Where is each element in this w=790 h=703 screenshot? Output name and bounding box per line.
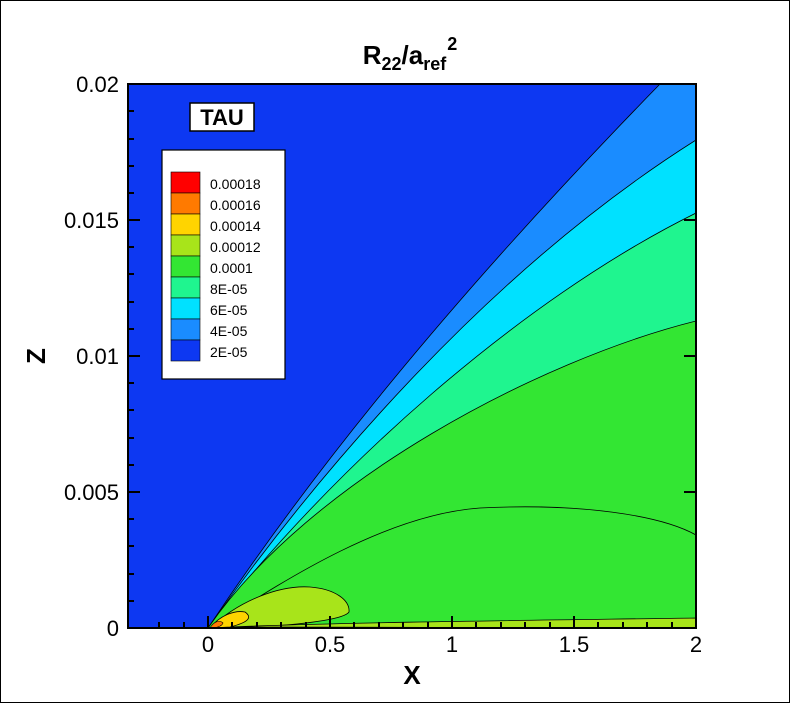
y-axis-label: Z bbox=[21, 348, 51, 364]
x-tick-labels: 0 0.5 1 1.5 2 bbox=[202, 632, 702, 657]
legend-label: 0.00018 bbox=[210, 176, 261, 192]
y-tick-label: 0.01 bbox=[76, 344, 119, 369]
x-axis-ticks bbox=[158, 616, 697, 628]
legend-swatch bbox=[170, 318, 201, 341]
legend-label: 2E-05 bbox=[210, 344, 248, 360]
y-axis-ticks bbox=[128, 83, 696, 629]
legend-swatch bbox=[170, 171, 201, 194]
y-tick-label: 0.015 bbox=[64, 208, 119, 233]
legend-swatch bbox=[170, 255, 201, 278]
x-tick-label: 0.5 bbox=[315, 632, 346, 657]
legend-swatch bbox=[170, 297, 201, 320]
legend-label: 0.00014 bbox=[210, 218, 261, 234]
x-axis-label: X bbox=[403, 660, 421, 690]
x-tick-label: 0 bbox=[202, 632, 214, 657]
legend-label: 6E-05 bbox=[210, 302, 248, 318]
legend-label: 0.00016 bbox=[210, 197, 261, 213]
legend-swatch bbox=[170, 276, 201, 299]
legend-label: 0.00012 bbox=[210, 239, 261, 255]
y-tick-label: 0 bbox=[107, 616, 119, 641]
legend-swatch bbox=[170, 339, 201, 362]
tau-label: TAU bbox=[200, 105, 244, 130]
legend-label: 8E-05 bbox=[210, 281, 248, 297]
band-wall bbox=[229, 617, 696, 628]
legend: 0.00018 0.00016 0.00014 0.00012 0.0001 8E-05 6… bbox=[161, 149, 286, 380]
legend-swatch bbox=[170, 234, 201, 257]
y-tick-labels: 0.02 0.015 0.01 0.005 0 bbox=[64, 72, 119, 641]
legend-swatch bbox=[170, 213, 201, 236]
x-tick-label: 2 bbox=[690, 632, 702, 657]
x-tick-label: 1.5 bbox=[559, 632, 590, 657]
tau-label-box: TAU bbox=[189, 102, 255, 132]
legend-label: 0.0001 bbox=[210, 260, 253, 276]
y-tick-label: 0.005 bbox=[64, 480, 119, 505]
x-tick-label: 1 bbox=[446, 632, 458, 657]
chart-title: R22/aref2 bbox=[362, 34, 458, 74]
legend-label: 4E-05 bbox=[210, 323, 248, 339]
legend-swatch bbox=[170, 192, 201, 215]
y-tick-label: 0.02 bbox=[76, 72, 119, 97]
